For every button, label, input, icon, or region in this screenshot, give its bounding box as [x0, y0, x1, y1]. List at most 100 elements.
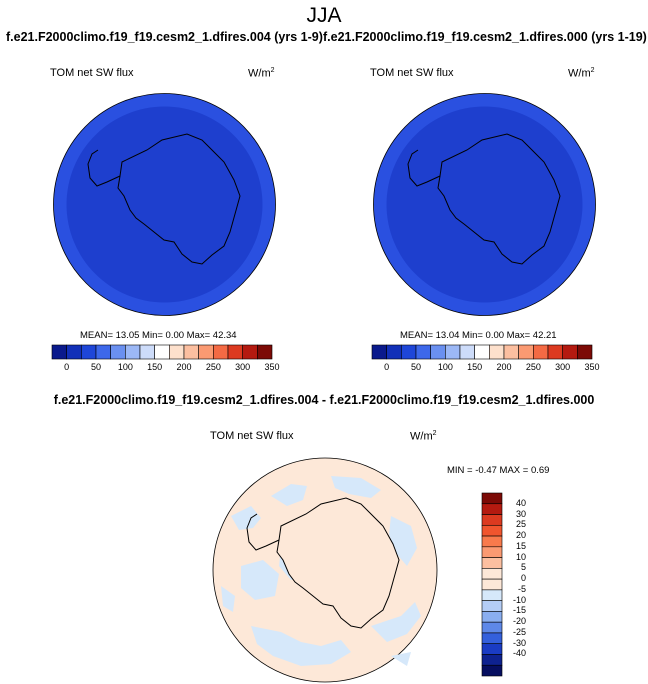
colorbar-swatch	[242, 344, 258, 360]
panel-left-inner-disk	[66, 106, 263, 303]
diff-colorbar-tick-label: 30	[515, 508, 526, 519]
colorbar-swatch	[386, 344, 402, 360]
colorbar-swatch	[257, 344, 273, 360]
diff-colorbar-tick-label: 20	[515, 530, 526, 541]
colorbar-tick-label: 300	[235, 362, 251, 372]
panel-left-colorbar-swatches	[51, 344, 273, 360]
diff-colorbar-swatch	[481, 600, 503, 612]
colorbar-swatch	[51, 344, 67, 360]
diff-unit: W/m2	[410, 430, 437, 443]
colorbar-swatch	[547, 344, 563, 360]
diff-colorbar-swatch	[481, 578, 503, 591]
colorbar-swatch	[125, 344, 141, 360]
colorbar-tick-label: 50	[410, 362, 421, 372]
diff-colorbar-swatch	[481, 514, 503, 526]
diff-colorbar-swatch	[481, 611, 503, 623]
diff-colorbar-swatch	[481, 621, 503, 634]
diff-colorbar-swatch	[481, 643, 503, 655]
colorbar-swatch	[227, 344, 243, 360]
diff-antarctica-land	[276, 497, 400, 629]
diff-colorbar-tick-label: -20	[512, 616, 526, 627]
colorbar-swatch	[415, 344, 431, 360]
diff-colorbar-swatch	[481, 524, 503, 537]
diff-colorbar-tick-label: 5	[520, 562, 526, 573]
panel-left-stats: MEAN= 13.05 Min= 0.00 Max= 42.34	[80, 330, 237, 341]
panel-left-colorbar: 0 50 100 150 200 250 300 350	[51, 344, 280, 375]
colorbar-swatch	[562, 344, 578, 360]
diff-colorbar-tick-label: -30	[512, 637, 526, 648]
diff-colorbar-swatch	[481, 632, 503, 645]
colorbar-swatch	[503, 344, 519, 360]
diff-colorbar-tick-label: -40	[512, 648, 526, 659]
season-title: JJA	[306, 4, 342, 27]
colorbar-tick-label: 100	[437, 362, 453, 372]
colorbar-tick-label: 150	[467, 362, 483, 372]
diff-colorbar-swatch	[481, 654, 503, 666]
diff-colorbar-swatch	[481, 557, 503, 569]
diff-colorbar-swatches	[481, 492, 503, 677]
diff-colorbar-tick-label: -25	[512, 626, 526, 637]
colorbar-tick-label: 300	[555, 362, 571, 372]
colorbar-swatch	[139, 344, 155, 360]
colorbar-tick-label: 250	[525, 362, 541, 372]
colorbar-swatch	[489, 344, 505, 360]
panel-right-peninsula	[407, 149, 441, 187]
diff-colorbar-tick-label: 10	[515, 551, 526, 562]
colorbar-swatch	[154, 344, 170, 360]
colorbar-tick-label: 150	[147, 362, 163, 372]
colorbar-swatch	[401, 344, 417, 360]
colorbar-tick-label: 200	[496, 362, 512, 372]
diff-colorbar-tick-label: 15	[515, 540, 526, 551]
diff-peninsula	[246, 513, 280, 551]
colorbar-swatch	[198, 344, 214, 360]
diff-colorbar-tick-label: -5	[517, 583, 526, 594]
colorbar-tick-label: 0	[384, 362, 390, 372]
panel-right-antarctica-coast	[437, 133, 561, 265]
colorbar-tick-label: 100	[117, 362, 133, 372]
panel-right-colorbar: 0 50 100 150 200 250 300 350	[371, 344, 600, 375]
colorbar-swatch	[183, 344, 199, 360]
colorbar-tick-label: 0	[64, 362, 70, 372]
diff-colorbar-swatch	[481, 503, 503, 515]
diff-colorbar-swatch	[481, 589, 503, 601]
colorbar-swatch	[81, 344, 97, 360]
panel-right-colorbar-swatches	[371, 344, 593, 360]
colorbar-tick-label: 50	[90, 362, 101, 372]
colorbar-tick-label: 350	[584, 362, 600, 372]
diff-title: f.e21.F2000climo.f19_f19.cesm2_1.dfires.…	[53, 393, 595, 407]
diff-colorbar-swatch	[481, 546, 503, 558]
colorbar-swatch	[371, 344, 387, 360]
colorbar-swatch	[110, 344, 126, 360]
diff-stats: MIN = -0.47 MAX = 0.69	[447, 465, 550, 476]
colorbar-tick-label: 200	[176, 362, 192, 372]
colorbar-swatch	[430, 344, 446, 360]
panel-left-antarctica-coast	[117, 133, 241, 265]
panel-right-stats: MEAN= 13.04 Min= 0.00 Max= 42.21	[400, 330, 557, 341]
colorbar-tick-label: 250	[205, 362, 221, 372]
diff-map	[212, 457, 438, 683]
diff-colorbar-swatch	[481, 664, 503, 677]
colorbar-swatch	[445, 344, 461, 360]
colorbar-swatch	[95, 344, 111, 360]
panel-left-title: f.e21.F2000climo.f19_f19.cesm2_1.dfires.…	[6, 30, 323, 44]
colorbar-swatch	[169, 344, 185, 360]
colorbar-swatch	[577, 344, 593, 360]
colorbar-swatch	[459, 344, 475, 360]
colorbar-swatch	[213, 344, 229, 360]
panel-right-map	[373, 93, 596, 316]
diff-colorbar-swatch	[481, 492, 503, 505]
panel-right-title: f.e21.F2000climo.f19_f19.cesm2_1.dfires.…	[323, 30, 647, 44]
panel-left-map	[53, 93, 276, 316]
panel-right-unit: W/m2	[568, 67, 595, 80]
diff-variable: TOM net SW flux	[210, 430, 294, 442]
colorbar-swatch	[533, 344, 549, 360]
diff-colorbar-tick-label: 0	[520, 573, 526, 584]
panel-left-peninsula	[87, 149, 121, 187]
colorbar-swatch	[518, 344, 534, 360]
diff-colorbar-swatch	[481, 535, 503, 548]
colorbar-tick-label: 350	[264, 362, 280, 372]
colorbar-swatch	[474, 344, 490, 360]
panel-left-variable: TOM net SW flux	[50, 67, 134, 79]
panel-right-variable: TOM net SW flux	[370, 67, 454, 79]
diff-colorbar-tick-label: -10	[512, 594, 526, 605]
